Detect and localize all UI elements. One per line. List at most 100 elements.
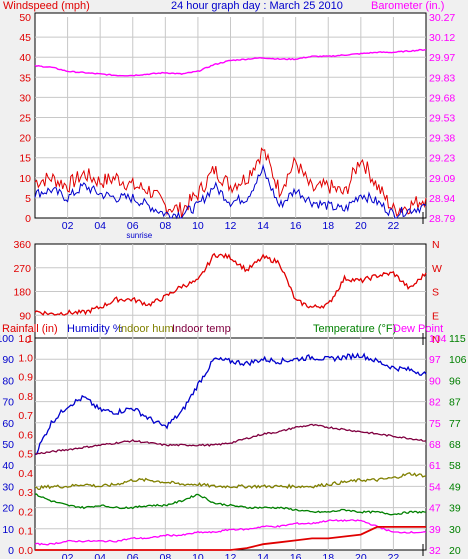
left-tick-label: 360	[13, 239, 31, 251]
right-tick-label: 28.79	[429, 213, 455, 225]
x-tick-label: 16	[290, 552, 302, 559]
right-tick-label: 29.38	[429, 133, 455, 145]
series-rainfall-in	[35, 526, 426, 551]
temperature-label: Temperature (°F)	[313, 323, 396, 335]
right-tick-label: 82	[429, 397, 441, 409]
series-temperature-f	[34, 493, 427, 516]
right-tick-label: 32	[429, 545, 441, 557]
series-barometer	[34, 48, 427, 77]
rain-tick-label: 0.9	[18, 372, 33, 384]
x-tick-label: 16	[290, 220, 302, 232]
left-tick-label: 270	[13, 263, 31, 275]
right-tick-label: 61	[429, 460, 441, 472]
right-tick-label: 49	[449, 481, 461, 493]
chart-title: 24 hour graph day : March 25 2010	[171, 0, 343, 12]
right-tick-label: 77	[449, 418, 461, 430]
x-tick-label: 08	[159, 552, 171, 559]
x-tick-label: 10	[192, 220, 204, 232]
right-tick-label: 115	[449, 333, 466, 345]
right-tick-label: 58	[449, 460, 461, 472]
right-tick-label: 104	[429, 333, 447, 345]
right-tick-label: 68	[449, 439, 461, 451]
rain-tick-label: 0.5	[18, 449, 33, 461]
right-tick-label: N	[432, 239, 440, 251]
left-tick-label: 10	[2, 524, 14, 536]
x-tick-label: 14	[257, 552, 269, 559]
right-tick-label: 39	[429, 524, 441, 536]
windspeed-label: Windspeed (mph)	[3, 0, 90, 12]
right-tick-label: 30.27	[429, 12, 455, 24]
left-tick-label: 20	[19, 133, 31, 145]
right-tick-label: 20	[449, 545, 461, 557]
x-tick-label: 08	[159, 220, 171, 232]
rain-tick-label: 0.8	[18, 391, 33, 403]
right-tick-label: E	[432, 310, 439, 322]
left-tick-label: 180	[13, 287, 31, 299]
indoor-temp-label: Indoor temp	[172, 323, 231, 335]
series-dew-point	[34, 519, 427, 546]
rain-tick-label: 0.2	[18, 506, 33, 518]
left-tick-label: 0	[25, 213, 31, 225]
left-tick-label: 100	[0, 333, 14, 345]
right-tick-label: 96	[449, 375, 461, 387]
left-tick-label: 40	[19, 52, 31, 64]
right-tick-label: S	[432, 287, 439, 299]
x-tick-label: 18	[322, 220, 334, 232]
x-tick-label: 10	[192, 552, 204, 559]
left-tick-label: 45	[19, 32, 31, 44]
right-tick-label: 29.68	[429, 92, 455, 104]
left-tick-label: 90	[19, 310, 31, 322]
dew-point-label: Dew Point	[393, 323, 443, 335]
rain-tick-label: 0.3	[18, 487, 33, 499]
right-tick-label: 54	[429, 481, 441, 493]
left-tick-label: 20	[2, 503, 14, 515]
rain-tick-label: 0.0	[18, 545, 33, 557]
right-tick-label: 29.09	[429, 173, 455, 185]
left-tick-label: 60	[2, 418, 14, 430]
left-tick-label: 25	[19, 113, 31, 125]
left-tick-label: 15	[19, 153, 31, 165]
barometer-label: Barometer (in.)	[371, 0, 444, 12]
left-tick-label: 50	[2, 439, 14, 451]
x-tick-label: 04	[94, 220, 106, 232]
right-tick-label: N	[432, 334, 440, 346]
left-tick-label: 5	[25, 193, 31, 205]
left-tick-label: 0	[8, 545, 14, 557]
x-tick-label: 02	[62, 552, 74, 559]
series-wind-average	[34, 163, 427, 220]
x-tick-label: 18	[322, 552, 334, 559]
rain-tick-label: 0.1	[18, 526, 33, 538]
x-tick-label: 20	[355, 220, 367, 232]
x-tick-label: 06	[127, 220, 139, 232]
right-tick-label: 30.12	[429, 32, 455, 44]
x-tick-label: 14	[257, 220, 269, 232]
rainfall-label: Rainfall (in)	[2, 323, 58, 335]
x-tick-label: 12	[225, 552, 237, 559]
right-tick-label: 29.97	[429, 52, 455, 64]
right-tick-label: 47	[429, 503, 441, 515]
rain-tick-label: 1.0	[18, 352, 33, 364]
x-tick-label: 04	[94, 552, 106, 559]
x-tick-label: 20	[355, 552, 367, 559]
right-tick-label: 29.83	[429, 72, 455, 84]
left-tick-label: 50	[19, 12, 31, 24]
left-tick-label: 70	[2, 397, 14, 409]
left-tick-label: 30	[19, 92, 31, 104]
right-tick-label: 97	[429, 354, 441, 366]
left-tick-label: 40	[2, 460, 14, 472]
humidity-label: Humidity %	[67, 323, 123, 335]
left-tick-label: 0	[25, 334, 31, 346]
axis-ticks: 02 04 06 08 10 12 14 16 18 20 22 sunrise 0 5 10 15 20 25 3…	[0, 12, 467, 559]
rain-tick-label: 0.7	[18, 410, 33, 422]
left-tick-label: 35	[19, 72, 31, 84]
right-tick-label: 90	[429, 375, 441, 387]
series-wind-direction	[34, 252, 427, 316]
data-series	[34, 48, 427, 551]
right-tick-label: 106	[449, 354, 467, 366]
right-tick-label: W	[432, 263, 442, 275]
right-tick-label: 75	[429, 418, 441, 430]
sunrise-label: sunrise	[126, 231, 152, 240]
left-tick-label: 80	[2, 375, 14, 387]
